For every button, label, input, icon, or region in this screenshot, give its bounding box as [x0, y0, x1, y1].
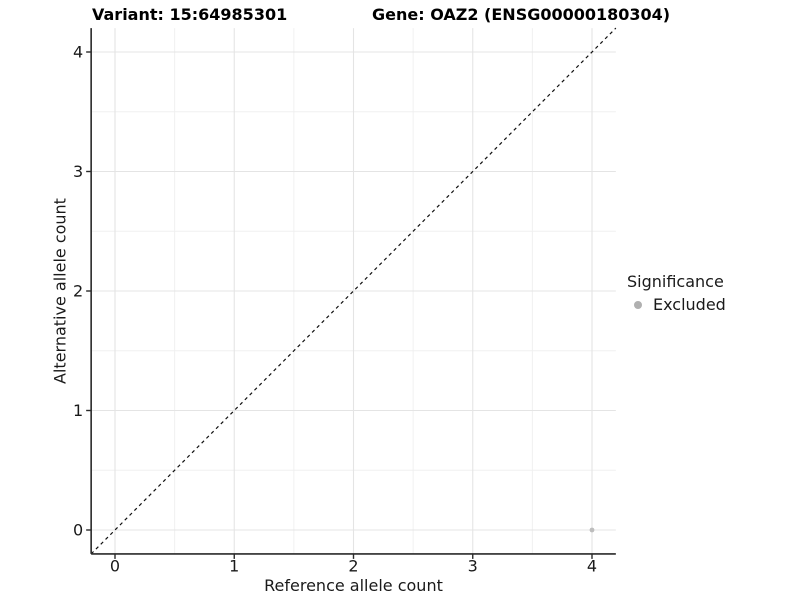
x-tick-label: 3 [468, 557, 478, 576]
legend-item-excluded: Excluded [627, 295, 726, 314]
y-tick-label: 4 [73, 43, 83, 62]
legend-point-icon [634, 300, 642, 309]
y-tick-label: 1 [73, 401, 83, 420]
plot-title-variant: Variant: 15:64985301 [92, 5, 288, 24]
legend-item-label: Excluded [653, 295, 726, 314]
y-tick-label: 2 [73, 282, 83, 301]
x-axis-title: Reference allele count [264, 576, 443, 595]
x-tick-label: 4 [587, 557, 597, 576]
y-tick-label: 0 [73, 521, 83, 540]
x-tick-label: 2 [348, 557, 358, 576]
identity-reference-line [90, 27, 617, 555]
data-point-excluded [589, 527, 595, 533]
legend: Significance Excluded [627, 272, 726, 314]
x-tick-label: 0 [110, 557, 120, 576]
plot-title-gene: Gene: OAZ2 (ENSG00000180304) [372, 5, 671, 24]
y-tick-label: 3 [73, 162, 83, 181]
y-axis-title: Alternative allele count [50, 198, 70, 384]
legend-title: Significance [627, 272, 724, 291]
x-tick-label: 1 [229, 557, 239, 576]
